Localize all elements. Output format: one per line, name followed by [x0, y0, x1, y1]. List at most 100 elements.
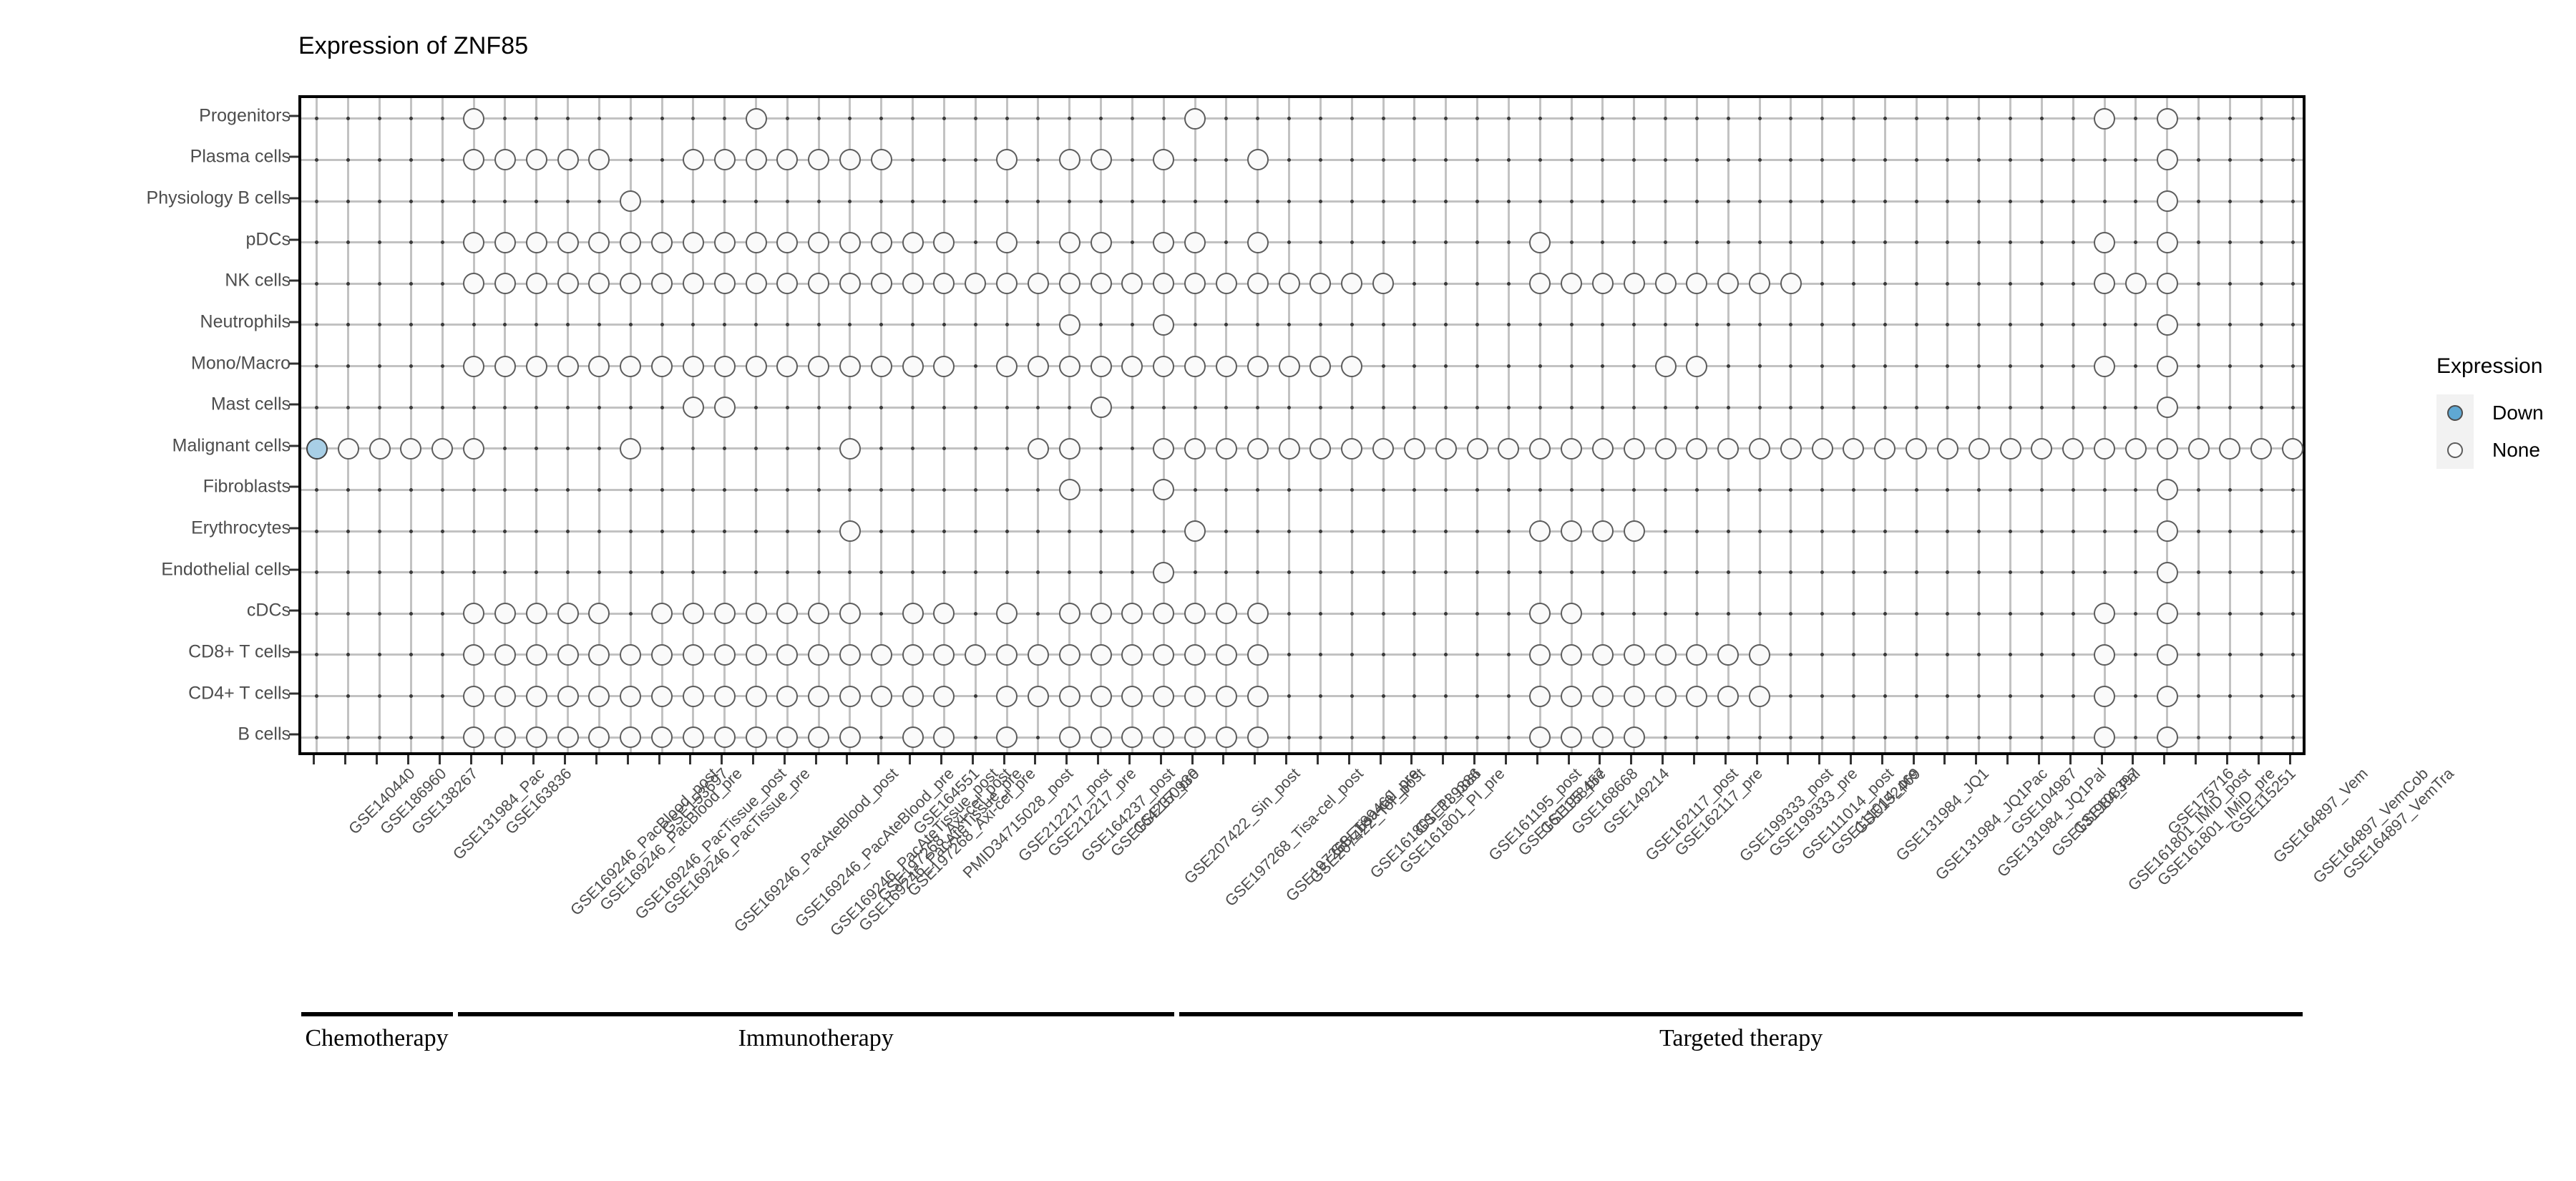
- expression-dot[interactable]: [494, 355, 516, 377]
- expression-dot[interactable]: [1058, 603, 1080, 625]
- expression-dot[interactable]: [1090, 603, 1112, 625]
- expression-dot[interactable]: [651, 273, 673, 295]
- expression-dot[interactable]: [1529, 643, 1551, 666]
- expression-dot[interactable]: [682, 273, 704, 295]
- expression-dot[interactable]: [745, 603, 767, 625]
- expression-dot[interactable]: [2156, 314, 2178, 336]
- expression-dot[interactable]: [870, 231, 892, 253]
- expression-dot[interactable]: [745, 149, 767, 171]
- expression-dot[interactable]: [1058, 355, 1080, 377]
- expression-dot[interactable]: [1184, 603, 1206, 625]
- expression-dot[interactable]: [1498, 437, 1520, 460]
- expression-dot[interactable]: [1749, 643, 1770, 666]
- expression-dot[interactable]: [431, 437, 454, 460]
- expression-dot[interactable]: [1184, 107, 1206, 130]
- expression-dot[interactable]: [1372, 273, 1395, 295]
- expression-dot[interactable]: [839, 603, 861, 625]
- expression-dot[interactable]: [745, 273, 767, 295]
- expression-dot[interactable]: [525, 231, 547, 253]
- expression-dot[interactable]: [839, 231, 861, 253]
- expression-dot[interactable]: [1215, 685, 1237, 707]
- expression-dot[interactable]: [933, 273, 955, 295]
- expression-dot[interactable]: [996, 149, 1018, 171]
- expression-dot[interactable]: [2094, 726, 2116, 749]
- expression-dot[interactable]: [494, 149, 516, 171]
- expression-dot[interactable]: [1654, 355, 1677, 377]
- expression-dot[interactable]: [870, 643, 892, 666]
- expression-dot[interactable]: [776, 355, 799, 377]
- expression-dot[interactable]: [1121, 273, 1143, 295]
- expression-dot[interactable]: [1058, 314, 1080, 336]
- expression-dot[interactable]: [713, 355, 736, 377]
- expression-dot[interactable]: [651, 643, 673, 666]
- expression-dot[interactable]: [776, 643, 799, 666]
- expression-dot[interactable]: [620, 231, 642, 253]
- expression-dot[interactable]: [557, 726, 579, 749]
- expression-dot[interactable]: [808, 603, 830, 625]
- expression-dot[interactable]: [1466, 437, 1488, 460]
- expression-dot[interactable]: [2156, 149, 2178, 171]
- expression-dot[interactable]: [525, 685, 547, 707]
- expression-dot[interactable]: [1654, 437, 1677, 460]
- expression-dot[interactable]: [1184, 273, 1206, 295]
- expression-dot[interactable]: [839, 643, 861, 666]
- expression-dot[interactable]: [1153, 603, 1175, 625]
- expression-dot[interactable]: [1309, 437, 1332, 460]
- expression-dot[interactable]: [1874, 437, 1896, 460]
- expression-dot[interactable]: [1968, 437, 1990, 460]
- expression-dot[interactable]: [1153, 231, 1175, 253]
- expression-dot[interactable]: [1780, 273, 1802, 295]
- expression-dot[interactable]: [1749, 437, 1770, 460]
- expression-dot[interactable]: [463, 685, 485, 707]
- expression-dot[interactable]: [996, 643, 1018, 666]
- expression-dot[interactable]: [996, 685, 1018, 707]
- expression-dot[interactable]: [839, 520, 861, 543]
- expression-dot[interactable]: [682, 355, 704, 377]
- expression-dot[interactable]: [1184, 437, 1206, 460]
- expression-dot[interactable]: [1623, 437, 1645, 460]
- expression-dot[interactable]: [588, 355, 610, 377]
- expression-dot[interactable]: [776, 685, 799, 707]
- expression-dot[interactable]: [1529, 726, 1551, 749]
- expression-dot[interactable]: [1561, 685, 1583, 707]
- expression-dot[interactable]: [713, 643, 736, 666]
- expression-dot[interactable]: [651, 355, 673, 377]
- expression-dot[interactable]: [996, 603, 1018, 625]
- expression-dot[interactable]: [494, 643, 516, 666]
- expression-dot[interactable]: [525, 603, 547, 625]
- expression-dot[interactable]: [870, 273, 892, 295]
- expression-dot[interactable]: [2282, 437, 2304, 460]
- expression-dot[interactable]: [1184, 355, 1206, 377]
- expression-dot[interactable]: [1090, 643, 1112, 666]
- expression-dot[interactable]: [1153, 685, 1175, 707]
- expression-dot[interactable]: [1717, 273, 1740, 295]
- expression-dot[interactable]: [1058, 726, 1080, 749]
- expression-dot[interactable]: [557, 273, 579, 295]
- expression-dot[interactable]: [306, 437, 328, 460]
- expression-dot[interactable]: [1309, 273, 1332, 295]
- expression-dot[interactable]: [1184, 726, 1206, 749]
- expression-dot[interactable]: [1153, 561, 1175, 583]
- expression-dot[interactable]: [1121, 726, 1143, 749]
- expression-dot[interactable]: [588, 149, 610, 171]
- expression-dot[interactable]: [620, 726, 642, 749]
- expression-dot[interactable]: [808, 149, 830, 171]
- expression-dot[interactable]: [494, 726, 516, 749]
- expression-dot[interactable]: [1686, 437, 1708, 460]
- expression-dot[interactable]: [1591, 520, 1614, 543]
- expression-dot[interactable]: [620, 190, 642, 213]
- expression-dot[interactable]: [902, 726, 924, 749]
- expression-dot[interactable]: [1027, 273, 1049, 295]
- expression-dot[interactable]: [870, 685, 892, 707]
- expression-dot[interactable]: [1215, 603, 1237, 625]
- expression-dot[interactable]: [494, 685, 516, 707]
- expression-dot[interactable]: [369, 437, 391, 460]
- expression-dot[interactable]: [1058, 643, 1080, 666]
- expression-dot[interactable]: [463, 643, 485, 666]
- expression-dot[interactable]: [1184, 685, 1206, 707]
- expression-dot[interactable]: [1561, 273, 1583, 295]
- expression-dot[interactable]: [651, 726, 673, 749]
- expression-dot[interactable]: [2094, 685, 2116, 707]
- expression-dot[interactable]: [1153, 643, 1175, 666]
- expression-dot[interactable]: [1561, 520, 1583, 543]
